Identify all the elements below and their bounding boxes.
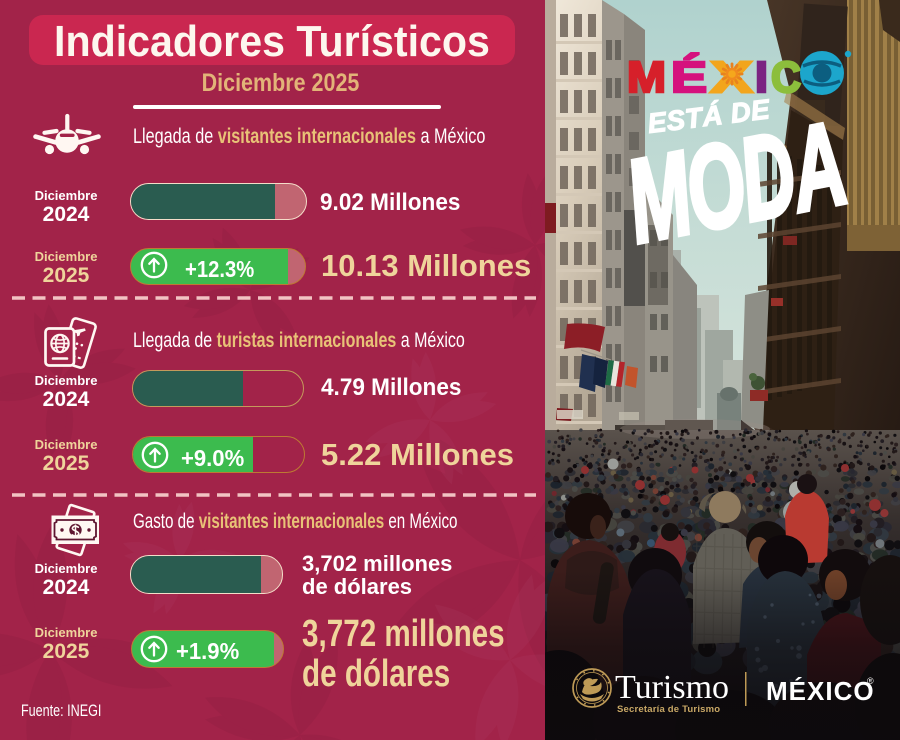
svg-text:É: É [671, 52, 707, 102]
svg-text:M: M [627, 53, 666, 102]
svg-text:I: I [755, 53, 768, 102]
svg-text:®: ® [867, 676, 874, 686]
svg-text:Secretaría de Turismo: Secretaría de Turismo [617, 704, 720, 715]
svg-text:MÉXICO: MÉXICO [766, 676, 875, 706]
svg-text:Turismo: Turismo [615, 669, 729, 706]
svg-text:C: C [771, 53, 801, 102]
